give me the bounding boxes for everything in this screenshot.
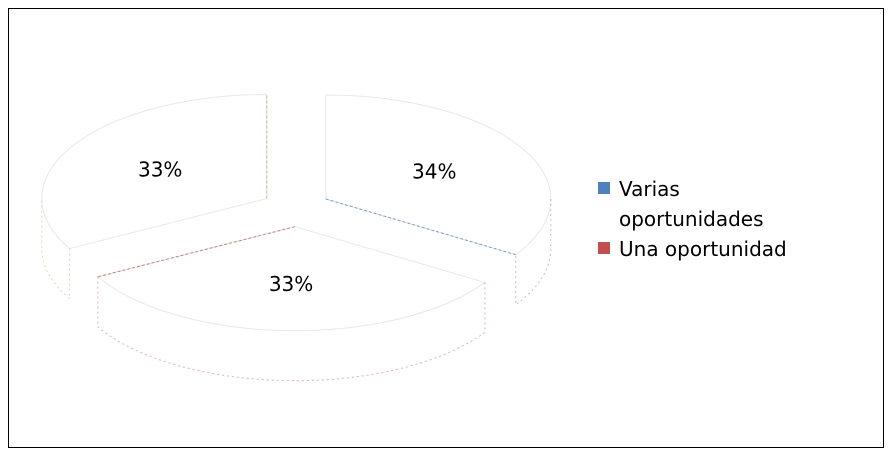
- pie-slice-edge-1: [97, 226, 296, 278]
- pie-slice-edge-0: [325, 198, 516, 256]
- pie-slice-1: [96, 226, 487, 332]
- pie-slices: [41, 93, 552, 382]
- legend-item-varias-oportunidades: Varias oportunidades: [598, 174, 828, 234]
- legend-swatch-red: [598, 242, 610, 254]
- pie-slice-rim-0: [515, 198, 552, 306]
- legend-swatch-blue: [598, 182, 610, 194]
- legend: Varias oportunidades Una oportunidad: [598, 174, 828, 264]
- legend-label: Una oportunidad: [619, 237, 787, 261]
- pie-data-labels: 34% 33% 33%: [138, 157, 456, 295]
- pie-slice-2: [41, 93, 268, 250]
- slice-label-varias-oportunidades: 34%: [412, 159, 456, 183]
- pie-slice-rim-1: [97, 276, 486, 382]
- slice-label-third: 33%: [138, 157, 182, 181]
- slice-label-una-oportunidad: 33%: [269, 272, 313, 296]
- legend-item-una-oportunidad: Una oportunidad: [598, 234, 828, 264]
- legend-label: Varias oportunidades: [619, 177, 764, 231]
- pie-slice-0: [325, 94, 552, 256]
